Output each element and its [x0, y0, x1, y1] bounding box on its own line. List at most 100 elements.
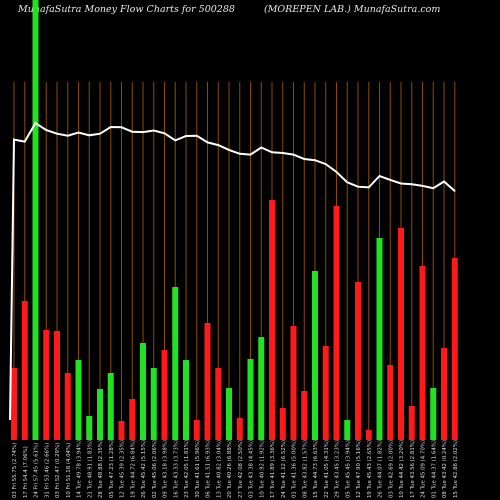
- x-tick-label: 13 Tue 40.82 (3.04%): [216, 440, 222, 498]
- price-point: [421, 185, 424, 187]
- price-point: [281, 152, 284, 154]
- x-tick-label: 28 Tue 48.88 (2.35%): [98, 440, 104, 498]
- price-point: [163, 132, 166, 135]
- chart-title: MunafaSutra Money Flow Charts for 500288: [18, 4, 235, 15]
- money-flow-bar: [279, 408, 286, 440]
- price-point: [260, 146, 263, 149]
- price-point: [206, 141, 209, 144]
- money-flow-bar: [150, 368, 157, 440]
- x-tick-label: 12 Tue 45.39 (2.35%): [120, 440, 126, 498]
- money-flow-bar: [140, 343, 146, 440]
- x-tick-label: 06 Tue 41.51 (6.93%): [206, 440, 212, 498]
- money-flow-bar: [355, 282, 361, 440]
- price-point: [453, 190, 456, 192]
- x-tick-label: 23 Tue 42.05 (1.81%): [184, 440, 190, 498]
- money-flow-bar: [365, 430, 372, 440]
- money-flow-bar: [204, 323, 211, 440]
- x-tick-label: 27 Tue 42.08 (2.50%): [238, 440, 244, 498]
- money-flow-bar: [215, 368, 222, 440]
- x-tick-label: 10 Fri 51.18 (4.04%): [66, 443, 72, 498]
- x-tick-label: 01 Tue 44.37 (1.64%): [431, 440, 437, 498]
- price-point: [23, 140, 26, 143]
- x-tick-label: 02 Tue 45.06 (2.06%): [152, 440, 158, 498]
- price-point: [142, 131, 144, 133]
- price-point: [346, 181, 349, 184]
- money-flow-bar: [301, 391, 308, 440]
- x-tick-label: 09 Tue 43.18 (3.98%): [163, 440, 169, 498]
- price-point: [357, 185, 359, 188]
- x-tick-label: 17 Tue 43.56 (2.81%): [410, 440, 416, 498]
- money-flow-bar: [75, 360, 82, 440]
- money-flow-bar: [344, 420, 351, 440]
- money-flow-bar: [161, 350, 168, 440]
- x-tick-label: 26 Tue 44.07 (1.82%): [378, 440, 384, 498]
- x-tick-label: 17 Fri 54.4 (7.06%): [23, 446, 29, 498]
- price-point: [303, 158, 306, 160]
- price-point: [238, 153, 241, 155]
- x-tick-label: 22 Tue 41.05 (4.31%): [324, 440, 330, 498]
- money-flow-bar: [376, 238, 383, 440]
- price-point: [195, 134, 198, 137]
- money-flow-bar: [451, 258, 458, 440]
- price-point: [432, 187, 435, 189]
- x-tick-label: 05 Tue 45.45 (3.94%): [345, 440, 351, 498]
- x-tick-label: 26 Tue 45.42 (5.15%): [141, 440, 147, 498]
- money-flow-bar: [107, 373, 114, 440]
- money-flow-bar: [408, 406, 415, 440]
- money-flow-bar: [430, 388, 437, 440]
- price-point: [400, 182, 402, 185]
- money-flow-bar: [322, 346, 329, 440]
- price-point: [217, 144, 220, 146]
- x-tick-label: 30 Tue 41.61 (5.96%): [195, 440, 201, 498]
- money-flow-bar: [183, 360, 189, 440]
- x-tick-label: 03 Tue 42.69 (2.00%): [388, 440, 394, 498]
- price-point: [13, 138, 15, 141]
- price-point: [378, 175, 381, 177]
- money-flow-bar: [21, 301, 28, 440]
- price-point: [66, 134, 69, 137]
- price-point: [292, 153, 295, 156]
- price-point: [367, 186, 370, 189]
- price-point: [228, 149, 230, 151]
- money-flow-bar: [441, 348, 447, 440]
- price-point: [271, 151, 273, 154]
- money-flow-bar: [86, 416, 93, 440]
- price-point: [314, 159, 316, 161]
- x-tick-label: 08 Tue 43.42 (0.24%): [442, 440, 448, 498]
- x-tick-label: 19 Tue 44.72 (6.84%): [130, 440, 136, 498]
- x-tick-label: 19 Tue 45.43 (2.65%): [367, 440, 373, 498]
- x-tick-label: 17 Tue 41.89 (3.36%): [270, 440, 276, 498]
- price-point: [109, 126, 112, 128]
- x-tick-label: 21 Tue 48.91 (1.83%): [87, 440, 93, 498]
- x-tick-label: 10 Tue 44.42 (3.20%): [399, 440, 405, 498]
- price-point: [249, 153, 252, 156]
- price-point: [410, 183, 413, 186]
- price-point: [152, 129, 155, 132]
- x-tick-label: 29 Tue 43.45 (3.23%): [335, 440, 341, 498]
- price-point: [324, 163, 327, 165]
- price-point: [131, 130, 134, 133]
- x-tick-label: 01 Tue 41.36 (5.00%): [292, 440, 298, 498]
- chart-subtitle: (MOREPEN LAB.) MunafaSutra.com: [264, 4, 441, 15]
- price-point: [335, 171, 338, 173]
- x-tick-label: 03 Fri 52.47 (0.29%): [55, 443, 61, 498]
- x-tick-label: 12 Tue 47.90 (5.16%): [356, 440, 362, 498]
- x-tick-label: 03 Tue 43.38 (4.45%): [249, 440, 255, 498]
- money-flow-bar: [129, 399, 136, 440]
- money-flow-bar: [118, 421, 125, 440]
- x-tick-label: 31 Fri 53.46 (2.66%): [44, 443, 50, 498]
- price-point: [45, 129, 48, 131]
- x-tick-label: 24 Fri 57.45 (5.61%): [34, 443, 40, 498]
- x-tick-label: 16 Tue 43.33 (3.73%): [173, 440, 179, 498]
- money-flow-bar: [193, 420, 200, 440]
- x-tick-label: 05 Tue 47.23 (1.28%): [109, 440, 115, 498]
- price-point: [56, 132, 58, 135]
- money-flow-bar: [236, 418, 243, 440]
- x-tick-label: 24 Tue 41.12 (6.52%): [281, 440, 287, 498]
- x-tick-label: 20 Tue 40.26 (6.88%): [227, 440, 233, 498]
- money-flow-bar: [247, 359, 254, 440]
- price-point: [88, 134, 91, 137]
- money-flow-bar: [97, 389, 103, 440]
